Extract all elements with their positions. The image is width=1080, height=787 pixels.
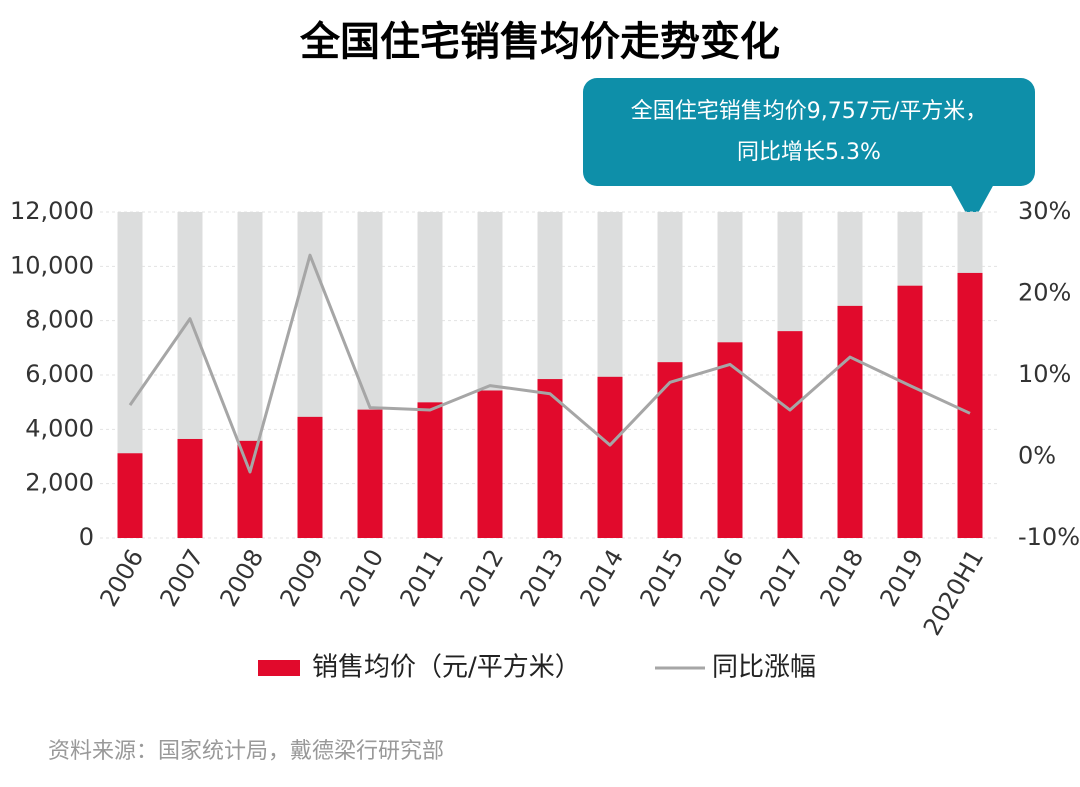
x-tick-label: 2009	[274, 545, 329, 612]
source: 资料来源：国家统计局，戴德梁行研究部	[48, 739, 444, 764]
bar	[717, 342, 743, 538]
y-tick-label: 12,000	[10, 197, 94, 225]
callout-pointer	[950, 184, 994, 224]
legend-label: 销售均价（元/平方米）	[312, 653, 581, 683]
x-tick-label: 2015	[634, 545, 689, 612]
y-tick-label: 0	[79, 523, 94, 551]
y-tick-label: 6,000	[25, 360, 94, 388]
legend-swatch	[258, 660, 300, 676]
callout	[583, 78, 1035, 186]
bar	[957, 272, 983, 538]
x-tick-label: 2019	[874, 545, 929, 612]
bar	[117, 453, 143, 538]
bar	[237, 440, 263, 538]
bar	[777, 331, 803, 538]
y-tick-label: 8,000	[25, 306, 94, 334]
bar	[357, 409, 383, 538]
x-tick-label: 2018	[814, 545, 869, 612]
y2-tick-label: 20%	[1018, 279, 1071, 307]
x-tick-label: 2017	[754, 545, 809, 612]
y2-tick-label: 30%	[1018, 197, 1071, 225]
bar	[597, 376, 623, 538]
bar	[837, 305, 863, 538]
x-tick-label: 2013	[514, 545, 569, 612]
x-tick-label: 2010	[334, 545, 389, 612]
bar	[177, 438, 203, 538]
x-tick-label: 2014	[574, 545, 629, 612]
x-tick-label: 2012	[454, 545, 509, 612]
y-tick-label: 10,000	[10, 251, 94, 279]
x-tick-label: 2011	[394, 545, 449, 612]
bar	[297, 416, 323, 538]
annotation: 全国住宅销售均价9,757元/平方米，	[631, 99, 987, 124]
x-tick-label: 2016	[694, 545, 749, 612]
y-tick-label: 4,000	[25, 414, 94, 442]
y2-tick-label: 10%	[1018, 360, 1071, 388]
x-tick-label: 2008	[214, 545, 269, 612]
bar	[657, 362, 683, 538]
chart-title: 全国住宅销售均价走势变化	[299, 19, 780, 65]
bar	[537, 379, 563, 538]
y2-tick-label: -10%	[1018, 523, 1080, 551]
legend-label: 同比涨幅	[712, 653, 816, 683]
x-tick-label: 2006	[94, 545, 149, 612]
line	[128, 253, 971, 474]
bar	[417, 402, 443, 538]
y2-tick-label: 0%	[1018, 442, 1056, 470]
y-tick-label: 2,000	[25, 469, 94, 497]
bar	[897, 285, 923, 538]
bar	[477, 390, 503, 538]
x-tick-label: 2007	[154, 545, 209, 612]
annotation: 同比增长5.3%	[737, 140, 881, 165]
